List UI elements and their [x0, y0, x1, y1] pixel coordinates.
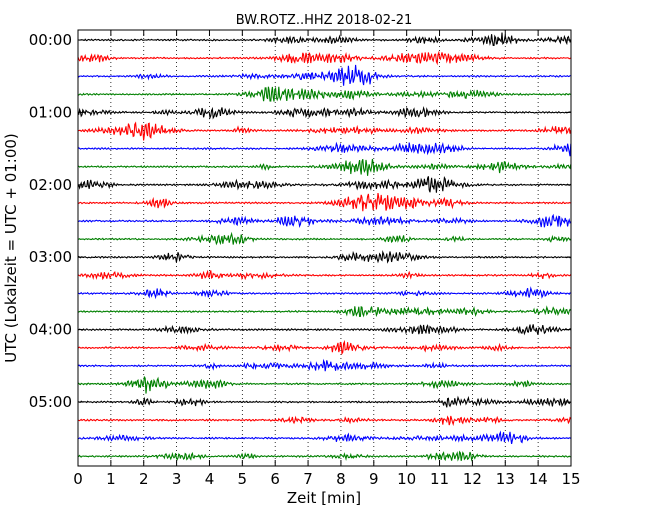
trace-line	[77, 395, 572, 408]
x-tick-label: 7	[303, 470, 313, 488]
x-tick-label: 8	[336, 470, 346, 488]
trace-line	[77, 305, 572, 318]
x-tick-label: 6	[270, 470, 280, 488]
trace-line	[77, 175, 572, 193]
x-axis-label: Zeit [min]	[287, 489, 361, 507]
trace-line	[77, 105, 572, 120]
x-tick-label: 12	[463, 470, 482, 488]
trace-line	[77, 32, 572, 46]
trace-line	[77, 86, 571, 102]
y-tick-label: 05:00	[29, 393, 72, 411]
plot-frame	[77, 29, 572, 467]
x-tick-label: 1	[106, 470, 116, 488]
trace-line	[77, 450, 571, 462]
trace-line	[77, 64, 571, 86]
x-tick-label: 5	[238, 470, 248, 488]
trace-line	[77, 192, 571, 212]
x-tick-label: 9	[369, 470, 379, 488]
x-tick-label: 0	[73, 470, 83, 488]
trace-line	[77, 213, 572, 229]
trace-line	[77, 141, 572, 157]
x-tick-label: 2	[139, 470, 149, 488]
trace-line	[77, 121, 572, 141]
trace-line	[77, 415, 572, 427]
trace-line	[77, 231, 572, 246]
x-tick-label: 13	[496, 470, 515, 488]
x-tick-label: 10	[397, 470, 416, 488]
trace-line	[77, 339, 571, 356]
y-tick-label: 03:00	[29, 248, 72, 266]
trace-line	[77, 430, 572, 444]
x-tick-label: 4	[205, 470, 215, 488]
chart-title: BW.ROTZ..HHZ 2018-02-21	[236, 13, 412, 28]
trace-line	[77, 158, 572, 176]
y-axis-ticks: 00:00 01:00 02:00 03:00 04:00 05:00	[29, 31, 571, 411]
x-tick-label: 3	[172, 470, 182, 488]
trace-line	[77, 50, 572, 66]
y-tick-label: 04:00	[29, 321, 72, 339]
x-tick-label: 14	[529, 470, 548, 488]
y-tick-label: 01:00	[29, 103, 72, 121]
grid-lines	[110, 30, 539, 466]
y-tick-label: 00:00	[29, 31, 72, 49]
trace-line	[77, 358, 571, 372]
trace-line	[77, 286, 571, 300]
trace-series	[77, 32, 572, 462]
x-tick-label: 11	[430, 470, 449, 488]
trace-line	[77, 324, 572, 336]
x-axis-ticks: 0 1 2 3 4 5 6 7 8 9 10 11 12 13 14 15	[73, 30, 581, 488]
y-axis-label: UTC (Lokalzeit = UTC + 01:00)	[2, 133, 20, 363]
x-tick-label: 15	[561, 470, 580, 488]
trace-line	[77, 250, 572, 264]
y-tick-label: 02:00	[29, 176, 72, 194]
trace-line	[77, 376, 571, 394]
trace-line	[77, 269, 572, 281]
